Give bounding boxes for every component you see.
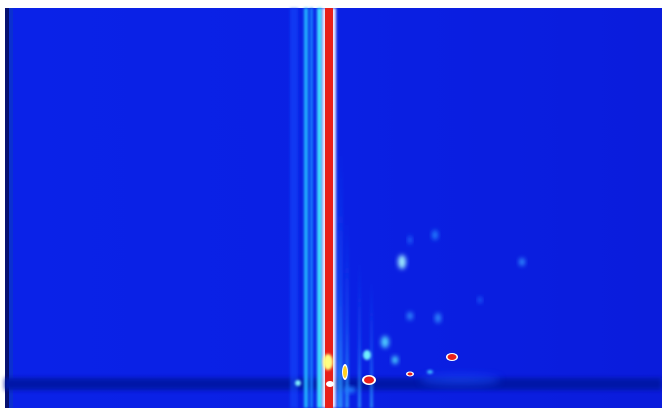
streak <box>310 8 313 408</box>
spot <box>392 356 398 364</box>
spot-core <box>408 373 413 376</box>
spot-core <box>364 377 374 384</box>
spot <box>326 381 334 387</box>
spot-core <box>448 354 457 360</box>
spot <box>427 370 433 374</box>
red-band <box>325 8 333 408</box>
spot <box>344 387 356 393</box>
streak <box>290 8 298 408</box>
streak <box>370 280 373 408</box>
spot <box>432 230 438 240</box>
spot <box>363 350 371 360</box>
spot <box>323 354 333 370</box>
page: {} <box>0 0 662 408</box>
spot <box>407 312 413 320</box>
left-edge-dark <box>5 8 9 408</box>
streak <box>358 260 361 408</box>
spot <box>519 258 525 266</box>
left-edge-band <box>9 8 13 408</box>
streak-cyan <box>304 8 308 408</box>
spot <box>478 297 482 303</box>
spot <box>408 236 412 244</box>
spot <box>295 380 301 386</box>
spot <box>435 313 441 323</box>
streak <box>337 150 343 408</box>
spot <box>381 336 389 348</box>
heatmap-image <box>0 0 662 408</box>
streak-cyan <box>317 8 322 408</box>
spot <box>398 255 406 269</box>
spot-core <box>343 366 347 378</box>
haze <box>420 374 500 386</box>
